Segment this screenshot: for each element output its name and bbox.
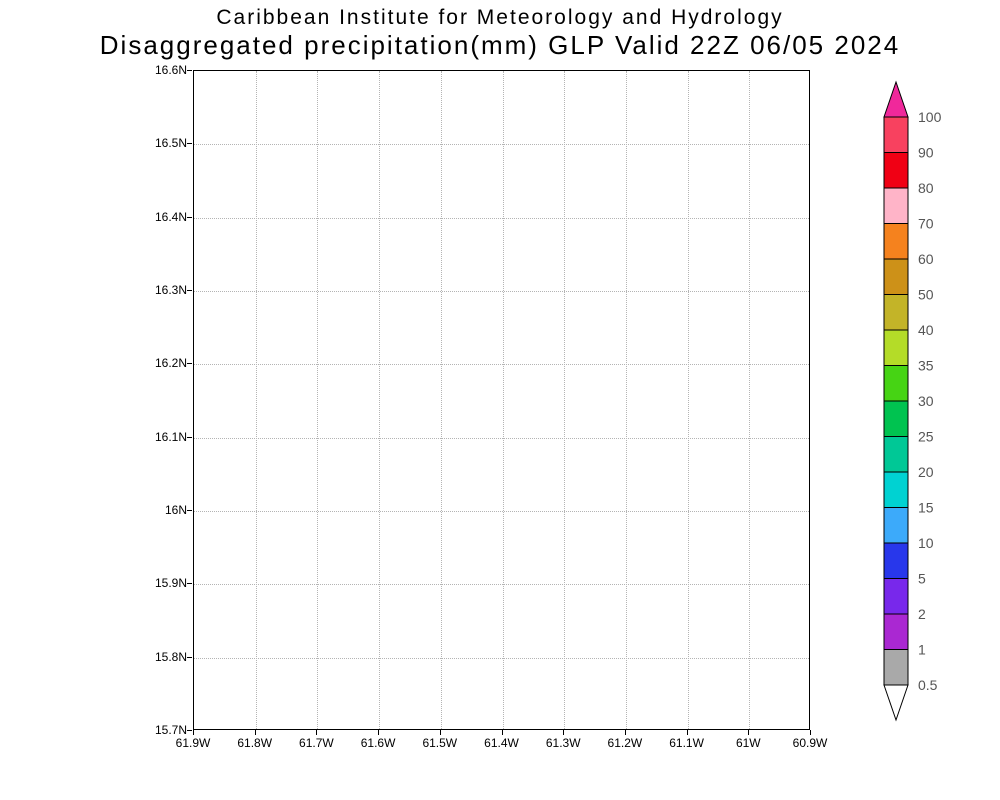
colorbar-label: 15 <box>918 500 934 516</box>
x-tick-mark <box>378 730 380 735</box>
gridline-horizontal <box>194 437 809 439</box>
gridline-vertical <box>379 71 381 729</box>
y-tick-mark <box>187 510 192 511</box>
x-tick-label: 61.6W <box>360 736 396 750</box>
gridline-vertical <box>625 71 627 729</box>
x-tick-mark <box>563 730 565 735</box>
y-tick-mark <box>187 70 192 71</box>
y-tick-label: 16.6N <box>154 63 187 77</box>
colorbar-label: 30 <box>918 393 934 409</box>
colorbar: 100 90 80 70 60 50 40 35 30 25 20 15 10 5 2 1 0.5 <box>883 80 942 722</box>
colorbar-segment <box>883 400 909 437</box>
colorbar-label: 20 <box>918 464 934 480</box>
map-plot-area <box>193 70 810 730</box>
gridline-horizontal <box>194 291 809 292</box>
x-tick-label: 61.7W <box>299 736 334 750</box>
colorbar-label: 80 <box>918 180 934 196</box>
colorbar-label: 60 <box>918 251 934 267</box>
y-tick-label: 16.1N <box>154 429 187 444</box>
y-tick-mark <box>187 436 192 438</box>
y-tick-label: 16.5N <box>154 136 187 151</box>
x-tick-mark <box>316 730 318 735</box>
colorbar-segment <box>883 507 909 544</box>
colorbar-label: 40 <box>918 322 934 338</box>
colorbar-segment <box>883 152 909 189</box>
colorbar-label: 1 <box>918 642 926 658</box>
colorbar-label: 70 <box>918 216 934 232</box>
y-tick-label: 16.3N <box>154 283 187 297</box>
y-tick-label: 15.8N <box>154 649 187 664</box>
gridline-horizontal <box>194 657 809 659</box>
x-tick-label: 60.9W <box>792 736 828 750</box>
y-tick-mark <box>187 216 192 218</box>
y-tick-mark <box>187 143 192 145</box>
x-tick-mark <box>686 730 688 735</box>
colorbar-segment <box>883 187 909 224</box>
colorbar-segment <box>883 613 909 650</box>
colorbar-segment <box>883 436 909 473</box>
colorbar-segment <box>883 329 909 366</box>
y-tick-label: 15.9N <box>154 576 187 591</box>
x-tick-label: 61.5W <box>422 736 458 750</box>
gridline-horizontal <box>194 584 809 586</box>
colorbar-segment <box>883 223 909 260</box>
y-tick-label: 15.7N <box>154 723 187 737</box>
colorbar-label: 50 <box>918 287 934 303</box>
y-tick-label: 16N <box>164 503 187 517</box>
colorbar-label: 25 <box>918 429 934 445</box>
x-tick-mark <box>501 730 503 735</box>
x-tick-label: 61.9W <box>175 736 211 750</box>
x-tick-label: 61.8W <box>237 736 273 750</box>
y-tick-label: 16.4N <box>154 209 187 224</box>
y-tick-mark <box>187 730 192 731</box>
x-tick-label: 61.1W <box>669 736 704 750</box>
colorbar-segment <box>883 116 909 153</box>
colorbar-segment <box>883 471 909 508</box>
gridline-vertical <box>440 71 442 729</box>
colorbar-segment <box>883 649 909 686</box>
colorbar-label: 100 <box>918 109 942 125</box>
y-tick-mark <box>187 290 192 291</box>
gridline-vertical <box>502 71 504 729</box>
colorbar-arrow-down <box>883 684 909 722</box>
colorbar-label: 0.5 <box>918 677 938 693</box>
colorbar-label: 2 <box>918 606 926 622</box>
x-tick-label: 61.2W <box>607 736 643 750</box>
y-tick-mark <box>187 656 192 658</box>
x-tick-mark <box>810 730 811 735</box>
colorbar-label: 35 <box>918 358 934 374</box>
gridline-horizontal <box>194 217 809 219</box>
colorbar-segment <box>883 258 909 295</box>
gridline-vertical <box>564 71 566 729</box>
y-tick-label: 16.2N <box>154 356 187 371</box>
x-tick-mark <box>748 730 750 735</box>
gridline-horizontal <box>194 364 809 366</box>
colorbar-arrow-up <box>883 80 909 118</box>
colorbar-segment <box>883 365 909 402</box>
gridline-vertical <box>255 71 257 729</box>
colorbar-segment <box>883 578 909 615</box>
x-tick-mark <box>254 730 256 735</box>
colorbar-label: 10 <box>918 535 934 551</box>
gridline-horizontal <box>194 511 809 512</box>
y-tick-mark <box>187 583 192 585</box>
x-tick-label: 61.3W <box>545 736 581 750</box>
colorbar-segment <box>883 294 909 331</box>
colorbar-segment <box>883 542 909 579</box>
x-tick-label: 61W <box>735 736 761 750</box>
x-tick-mark <box>193 730 194 735</box>
gridline-horizontal <box>194 144 809 146</box>
y-tick-mark <box>187 363 192 365</box>
x-tick-mark <box>624 730 626 735</box>
figure-subtitle: Disaggregated precipitation(mm) GLP Vali… <box>99 30 901 60</box>
x-tick-mark <box>439 730 441 735</box>
x-tick-label: 61.4W <box>484 736 519 750</box>
colorbar-label: 5 <box>918 571 926 587</box>
colorbar-label: 90 <box>918 145 934 161</box>
figure-title: Caribbean Institute for Meteorology and … <box>216 6 784 29</box>
gridline-vertical <box>749 71 751 729</box>
gridline-vertical <box>687 71 689 729</box>
gridline-vertical <box>317 71 319 729</box>
